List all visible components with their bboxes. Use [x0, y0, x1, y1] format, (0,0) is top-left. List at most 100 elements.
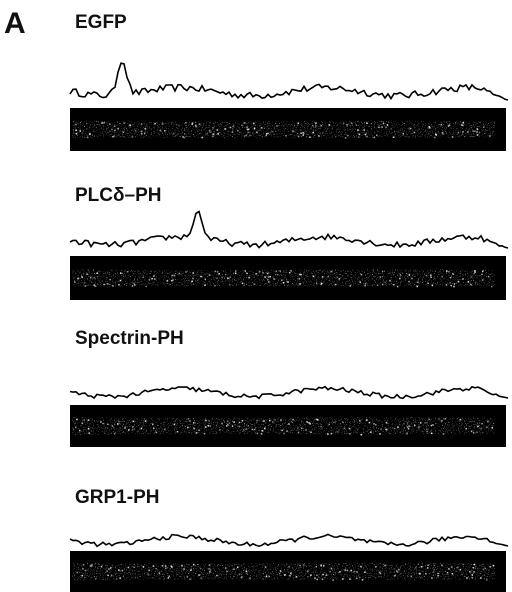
- speckle: [364, 284, 366, 287]
- speckle: [322, 573, 324, 576]
- speckle: [214, 270, 216, 273]
- speckle: [446, 572, 449, 574]
- speckle: [113, 125, 116, 127]
- speckle: [360, 273, 363, 276]
- speckle: [249, 134, 251, 137]
- speckle: [286, 430, 288, 432]
- speckle: [280, 419, 282, 421]
- speckle: [321, 282, 323, 285]
- speckle: [244, 270, 247, 272]
- speckle: [112, 136, 114, 138]
- speckle: [84, 285, 87, 287]
- speckle: [227, 423, 229, 426]
- speckle: [476, 128, 478, 130]
- speckle: [183, 133, 186, 135]
- speckle: [132, 426, 134, 428]
- speckle: [195, 432, 198, 434]
- speckle: [96, 272, 98, 274]
- speckle: [330, 270, 333, 273]
- speckle: [133, 566, 135, 568]
- speckle: [290, 572, 292, 575]
- speckle: [384, 281, 387, 283]
- speckle: [441, 131, 444, 134]
- speckle: [161, 565, 164, 567]
- speckle: [301, 427, 303, 429]
- speckle: [384, 564, 386, 567]
- speckle: [167, 577, 170, 579]
- speckle: [265, 575, 268, 578]
- speckle: [325, 574, 328, 576]
- speckle: [358, 576, 361, 579]
- speckle: [113, 135, 115, 137]
- speckle: [117, 127, 119, 130]
- speckle: [151, 277, 153, 280]
- speckle: [289, 271, 291, 274]
- speckle: [321, 276, 324, 278]
- speckle: [121, 569, 124, 572]
- speckle: [253, 122, 255, 125]
- speckle: [253, 127, 256, 129]
- speckle: [392, 284, 395, 286]
- speckle: [373, 423, 375, 425]
- speckle: [185, 122, 187, 124]
- speckle: [302, 134, 304, 136]
- speckle: [312, 275, 315, 278]
- speckle: [91, 565, 93, 567]
- speckle: [90, 277, 92, 279]
- speckle: [209, 569, 212, 571]
- speckle: [393, 427, 396, 430]
- speckle: [181, 565, 183, 567]
- speckle: [200, 577, 203, 579]
- speckle: [187, 426, 189, 429]
- speckle: [286, 280, 288, 283]
- speckle: [297, 427, 299, 429]
- speckle: [81, 574, 83, 577]
- speckle: [258, 271, 261, 273]
- speckle: [237, 566, 239, 568]
- speckle: [83, 419, 85, 421]
- speckle: [315, 418, 318, 420]
- speckle: [229, 276, 231, 278]
- speckle: [245, 572, 248, 574]
- speckle: [474, 270, 476, 272]
- speckle: [142, 566, 145, 568]
- speckle: [93, 277, 96, 279]
- speckle: [397, 571, 399, 573]
- speckle: [408, 280, 410, 283]
- speckle: [359, 420, 361, 422]
- speckle: [441, 564, 443, 567]
- speckle: [316, 282, 318, 285]
- speckle: [87, 428, 90, 430]
- speckle: [123, 122, 125, 124]
- speckle: [117, 423, 119, 425]
- speckle: [186, 576, 189, 578]
- speckle: [462, 122, 464, 124]
- speckle: [327, 433, 329, 435]
- speckle: [346, 569, 348, 572]
- speckle: [241, 420, 244, 422]
- speckle: [473, 563, 476, 566]
- speckle: [238, 573, 241, 575]
- speckle: [208, 568, 210, 570]
- speckle: [285, 135, 287, 137]
- speckle: [216, 277, 218, 280]
- speckle: [276, 274, 279, 276]
- speckle: [392, 136, 395, 138]
- intensity-trace: [69, 533, 509, 548]
- speckle: [91, 563, 93, 566]
- speckle: [142, 276, 144, 279]
- speckle: [370, 431, 372, 433]
- speckle: [148, 569, 150, 572]
- speckle: [205, 419, 207, 422]
- speckle: [473, 130, 476, 132]
- speckle: [344, 569, 346, 571]
- speckle: [440, 420, 443, 422]
- speckle: [183, 568, 185, 570]
- speckle: [447, 125, 450, 127]
- speckle: [314, 577, 316, 579]
- speckle: [381, 126, 383, 128]
- row-label: PLCδ–PH: [75, 185, 161, 206]
- speckle: [310, 574, 312, 576]
- speckle: [414, 424, 416, 427]
- speckle: [132, 282, 135, 285]
